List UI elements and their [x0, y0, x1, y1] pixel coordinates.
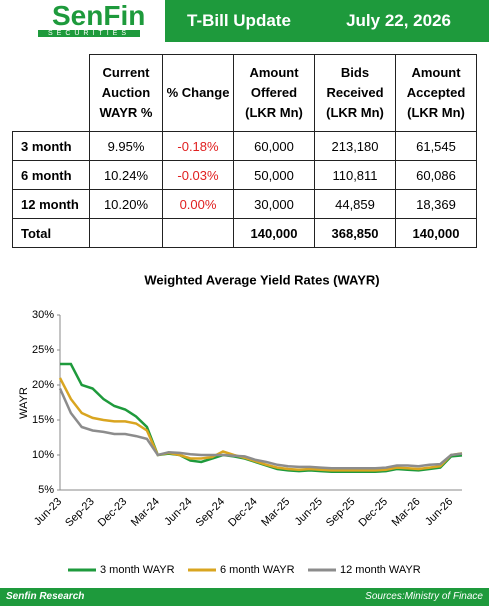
- table-row: 3 month 9.95% -0.18% 60,000 213,180 61,545: [12, 131, 477, 161]
- x-tick-label: Jun-24: [162, 496, 194, 528]
- chart-title: Weighted Average Yield Rates (WAYR): [144, 272, 379, 287]
- y-tick-label: 5%: [38, 484, 54, 496]
- legend-label: 3 month WAYR: [100, 564, 175, 576]
- logo-text: SenFin: [52, 0, 146, 31]
- table-cell: 140,000: [233, 218, 315, 248]
- column-header: Current Auction WAYR %: [89, 54, 163, 132]
- x-tick-label: Sep-23: [63, 496, 97, 530]
- table-cell: -0.03%: [162, 160, 234, 190]
- table-cell: [89, 218, 163, 248]
- row-label: 6 month: [12, 160, 90, 190]
- table-cell: 140,000: [395, 218, 477, 248]
- y-tick-label: 25%: [32, 344, 54, 356]
- corner-cell: [13, 55, 90, 132]
- y-tick-label: 15%: [32, 414, 54, 426]
- table-cell: 9.95%: [89, 131, 163, 161]
- x-tick-label: Jun-25: [293, 496, 325, 528]
- x-tick-label: Sep-24: [194, 496, 228, 530]
- table-row: 12 month 10.20% 0.00% 30,000 44,859 18,369: [12, 189, 477, 219]
- x-tick-label: Sep-25: [324, 496, 358, 530]
- row-label: Total: [12, 218, 90, 248]
- logo: SenFin SECURITIES: [30, 0, 146, 42]
- table: Current Auction WAYR %% Change Amount Off…: [12, 54, 477, 248]
- column-header: Amount Accepted (LKR Mn): [395, 54, 477, 132]
- table-cell: 61,545: [395, 131, 477, 161]
- table-cell: 30,000: [233, 189, 315, 219]
- y-axis-label: WAYR: [18, 387, 30, 419]
- line: [60, 362, 463, 474]
- column-header: Bids Received (LKR Mn): [314, 54, 396, 132]
- table-cell: 0.00%: [162, 189, 234, 219]
- table-cell: 213,180: [314, 131, 396, 161]
- legend-label: 6 month WAYR: [220, 564, 295, 576]
- x-tick-label: Dec-24: [226, 496, 260, 530]
- logo-sub: SECURITIES: [38, 30, 140, 37]
- x-tick-label: Jun-26: [423, 496, 455, 528]
- table-cell: [162, 218, 234, 248]
- table-cell: 10.20%: [89, 189, 163, 219]
- total-row: Total 140,000 368,850 140,000: [12, 218, 477, 248]
- x-tick-label: Dec-25: [357, 496, 391, 530]
- column-header: % Change: [162, 54, 234, 132]
- table-cell: -0.18%: [162, 131, 234, 161]
- line: [58, 387, 463, 470]
- x-tick-label: Mar-24: [129, 496, 162, 529]
- table-cell: 44,859: [314, 189, 396, 219]
- x-tick-label: Mar-25: [259, 496, 292, 529]
- row-label: 3 month: [12, 131, 90, 161]
- x-tick-label: Mar-26: [390, 496, 423, 529]
- footer-left: Senfin Research: [6, 591, 85, 602]
- table-cell: 18,369: [395, 189, 477, 219]
- column-header: Amount Offered (LKR Mn): [233, 54, 315, 132]
- table-cell: 60,000: [233, 131, 315, 161]
- table-cell: 50,000: [233, 160, 315, 190]
- y-tick-label: 30%: [32, 309, 54, 321]
- title: T-Bill Update: [187, 11, 291, 30]
- table-row: 6 month 10.24% -0.03% 50,000 110,811 60,086: [12, 160, 477, 190]
- line: [58, 377, 463, 472]
- footer: Senfin Research Sources:Ministry of Fina…: [0, 588, 489, 606]
- header-row: Current Auction WAYR %% Change Amount Off…: [13, 54, 477, 132]
- x-tick-label: Dec-23: [96, 496, 130, 530]
- legend-label: 12 month WAYR: [340, 564, 421, 576]
- table-cell: 110,811: [314, 160, 396, 190]
- table-cell: 60,086: [395, 160, 477, 190]
- date: July 22, 2026: [346, 11, 451, 30]
- y-tick-label: 10%: [32, 449, 54, 461]
- row-label: 12 month: [12, 189, 90, 219]
- x-tick-label: Jun-23: [32, 496, 64, 528]
- y-tick-label: 20%: [32, 379, 54, 391]
- footer-right: Sources:Ministry of Finace: [365, 591, 483, 602]
- table-cell: 368,850: [314, 218, 396, 248]
- title-bar: T-Bill Update July 22, 2026: [165, 0, 489, 42]
- table-cell: 10.24%: [89, 160, 163, 190]
